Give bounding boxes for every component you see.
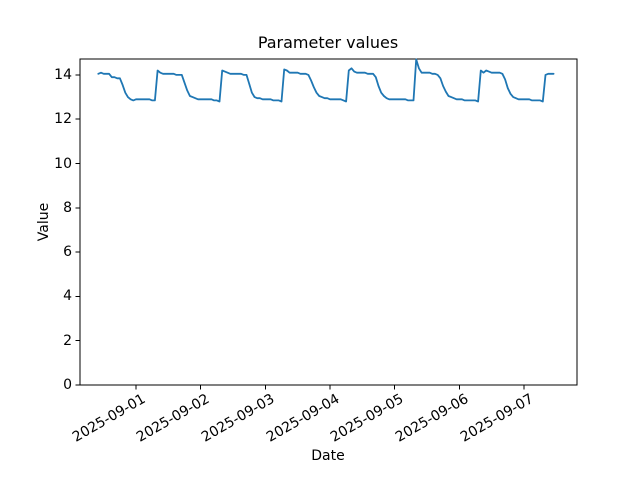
y-tick-label: 6 — [63, 244, 72, 261]
y-tick-label: 14 — [54, 66, 72, 83]
data-line — [97, 58, 555, 103]
y-axis-label: Value — [36, 202, 52, 242]
y-tick-label: 10 — [54, 155, 72, 172]
y-tick-label: 12 — [54, 111, 72, 128]
x-axis-label: Date — [311, 448, 345, 464]
y-tick-label: 0 — [63, 377, 72, 393]
chart-title: Parameter values — [257, 33, 399, 52]
y-tick-label: 8 — [63, 199, 72, 216]
plot-border — [79, 58, 578, 386]
y-tick-label: 2 — [63, 332, 72, 349]
y-tick-label: 4 — [63, 288, 72, 305]
